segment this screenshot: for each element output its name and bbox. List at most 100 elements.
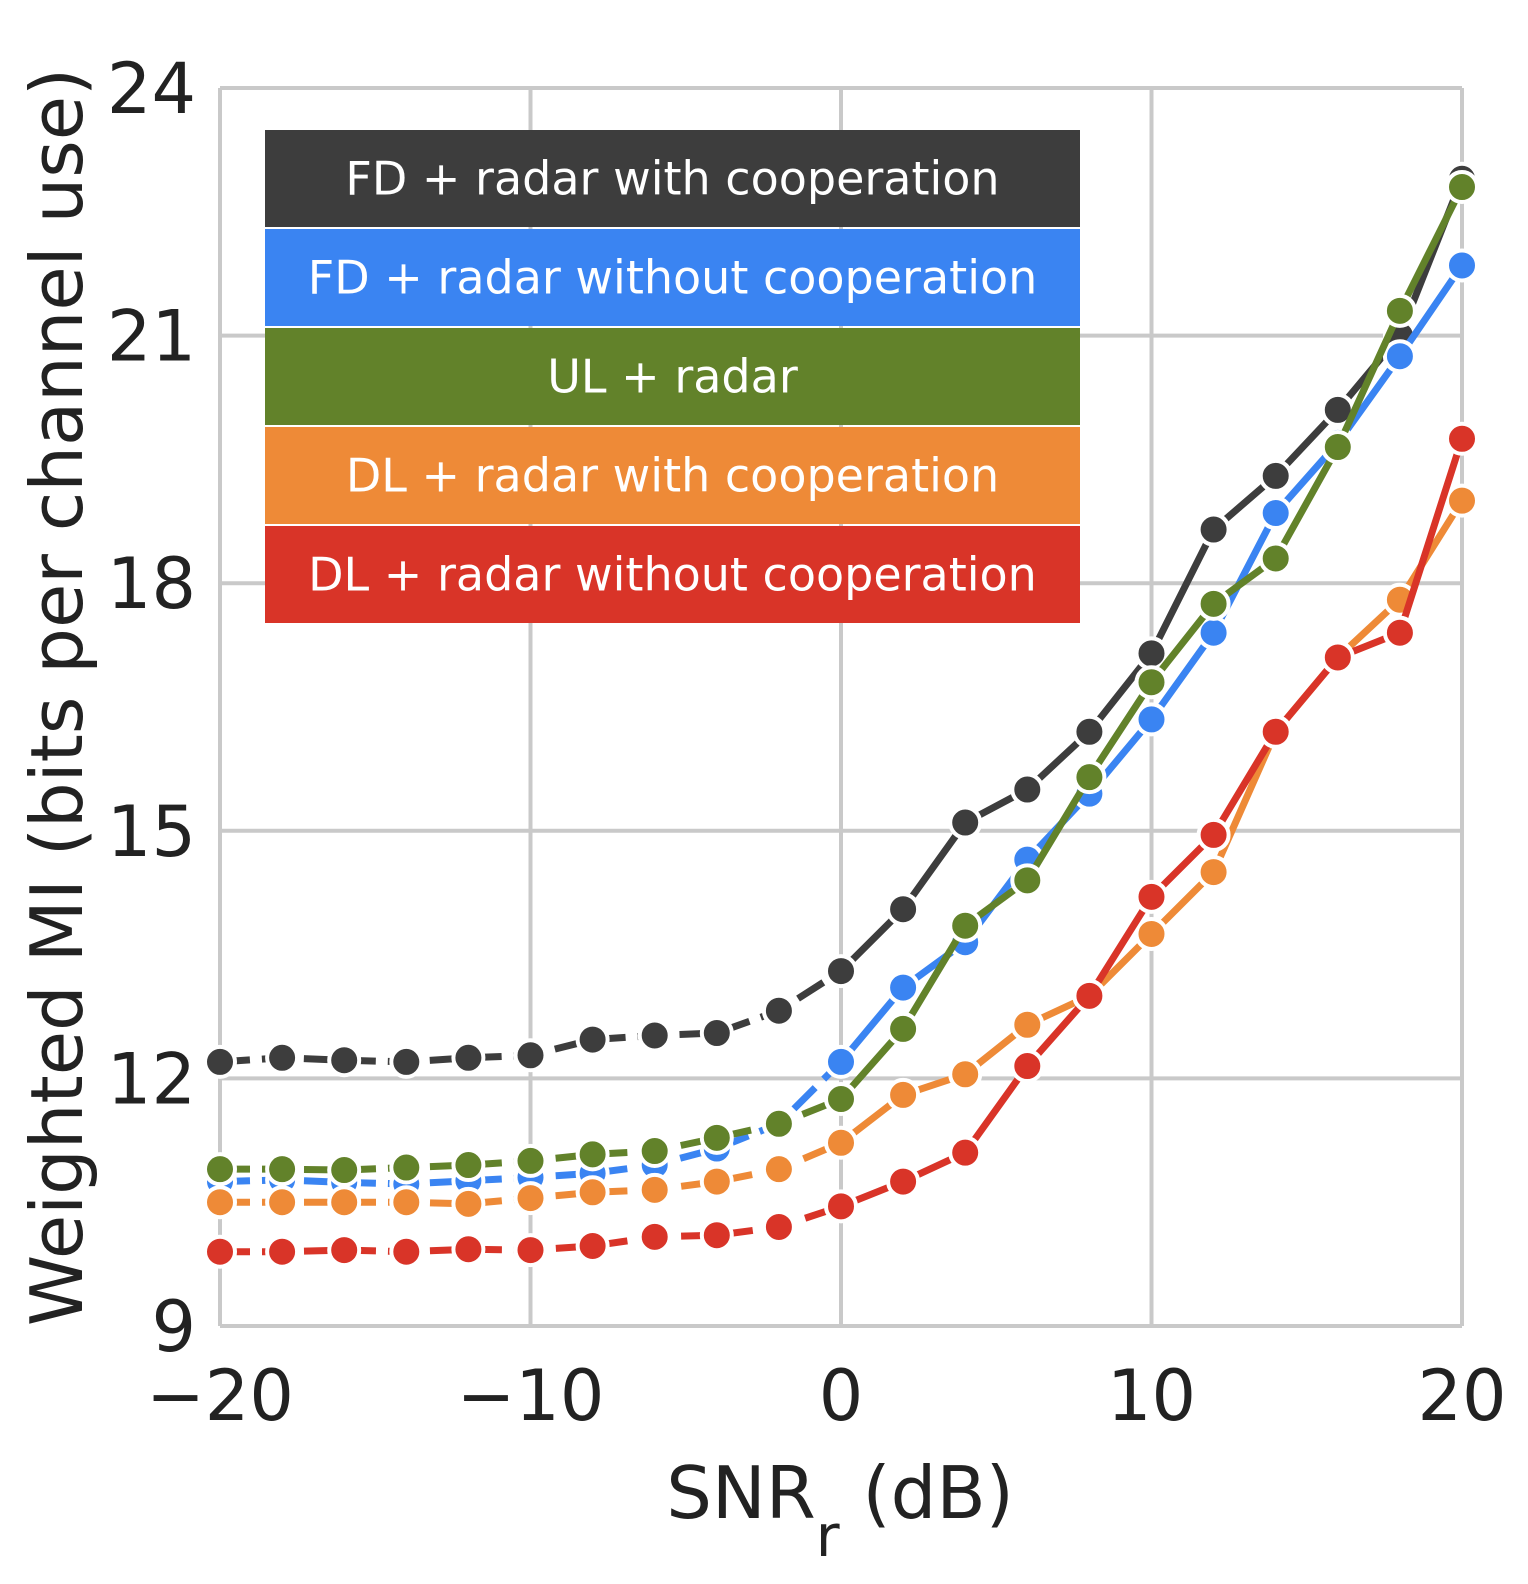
data-point xyxy=(389,1185,424,1220)
y-axis-label: Weighted MI (bits per channel use) xyxy=(15,68,99,1326)
x-axis-label: SNRr (dB) xyxy=(666,1451,1014,1570)
data-point xyxy=(327,1153,362,1188)
data-point xyxy=(1445,170,1479,205)
legend-label: DL + radar with cooperation xyxy=(346,449,999,503)
data-point xyxy=(948,1057,983,1092)
x-tick-label: −20 xyxy=(146,1355,294,1437)
data-point xyxy=(1010,772,1045,807)
legend-swatch xyxy=(265,229,1080,326)
y-tick-label: 15 xyxy=(107,791,196,873)
data-point xyxy=(824,1082,858,1117)
plot-series xyxy=(203,161,1479,1269)
data-point xyxy=(886,970,921,1005)
data-point xyxy=(1382,293,1417,328)
data-point xyxy=(265,1152,300,1187)
data-point xyxy=(637,1172,672,1207)
legend-swatch xyxy=(265,328,1080,425)
data-point xyxy=(1258,714,1293,749)
data-point xyxy=(1072,978,1107,1013)
data-point xyxy=(948,805,983,840)
data-point xyxy=(1134,879,1169,914)
legend-label: FD + radar with cooperation xyxy=(345,152,999,206)
data-point xyxy=(513,1143,548,1178)
data-point xyxy=(1445,483,1479,518)
data-point xyxy=(1010,1049,1045,1084)
data-point xyxy=(1196,586,1231,621)
data-point xyxy=(1445,248,1479,283)
data-point xyxy=(389,1150,424,1185)
data-point xyxy=(451,1186,486,1221)
data-point xyxy=(824,1125,858,1160)
x-tick-label: 10 xyxy=(1107,1355,1196,1437)
data-point xyxy=(1320,640,1355,675)
data-point xyxy=(1072,714,1107,749)
data-point xyxy=(1258,458,1293,493)
data-point xyxy=(389,1234,424,1269)
data-point xyxy=(327,1185,362,1220)
data-point xyxy=(327,1043,362,1078)
data-point xyxy=(265,1185,300,1220)
data-point xyxy=(451,1148,486,1183)
data-point xyxy=(327,1233,362,1268)
legend: FD + radar with cooperation FD + radar wi… xyxy=(265,130,1080,623)
data-point xyxy=(699,1016,734,1051)
legend-label: UL + radar xyxy=(547,350,798,404)
data-point xyxy=(886,1164,921,1199)
data-point xyxy=(948,908,983,943)
data-point xyxy=(699,1218,734,1253)
data-point xyxy=(203,1234,237,1269)
data-point xyxy=(1134,702,1169,737)
data-point xyxy=(575,1022,610,1057)
data-point xyxy=(1445,421,1479,456)
data-point xyxy=(1196,817,1231,852)
data-point xyxy=(824,954,858,989)
data-point xyxy=(1010,1007,1045,1042)
data-point xyxy=(761,993,796,1028)
data-point xyxy=(1258,496,1293,531)
data-point xyxy=(203,1152,237,1187)
x-tick-label: −10 xyxy=(457,1355,605,1437)
data-point xyxy=(575,1137,610,1172)
data-point xyxy=(1010,863,1045,898)
data-point xyxy=(699,1164,734,1199)
data-point xyxy=(203,1185,237,1220)
legend-swatch xyxy=(265,526,1080,623)
data-point xyxy=(513,1233,548,1268)
series-3 xyxy=(203,170,1479,1188)
data-point xyxy=(699,1120,734,1155)
y-tick-label: 12 xyxy=(107,1038,196,1120)
data-point xyxy=(1320,430,1355,465)
legend-swatch xyxy=(265,427,1080,524)
data-point xyxy=(265,1234,300,1269)
data-point xyxy=(1196,855,1231,890)
data-point xyxy=(761,1152,796,1187)
y-tick-label: 9 xyxy=(151,1286,196,1368)
data-point xyxy=(451,1040,486,1075)
y-tick-label: 18 xyxy=(107,543,196,625)
y-tick-label: 24 xyxy=(107,48,196,130)
x-tick-label: 0 xyxy=(819,1355,864,1437)
y-tick-label: 21 xyxy=(107,296,196,378)
legend-swatch xyxy=(265,130,1080,227)
data-point xyxy=(1072,760,1107,795)
legend-label: FD + radar without cooperation xyxy=(308,251,1038,305)
data-point xyxy=(575,1175,610,1210)
data-point xyxy=(761,1209,796,1244)
data-point xyxy=(824,1189,858,1224)
data-point xyxy=(637,1134,672,1169)
data-point xyxy=(761,1106,796,1141)
data-point xyxy=(886,1011,921,1046)
data-point xyxy=(824,1044,858,1079)
data-point xyxy=(513,1038,548,1073)
data-point xyxy=(451,1232,486,1267)
data-point xyxy=(203,1044,237,1079)
data-point xyxy=(886,1077,921,1112)
axes: −20 −10 0 10 20 9 12 15 18 21 24 SNRr (dB) Weighted … xyxy=(15,48,1507,1570)
data-point xyxy=(1382,615,1417,650)
data-point xyxy=(637,1018,672,1053)
data-point xyxy=(1196,512,1231,547)
data-point xyxy=(1258,541,1293,576)
data-point xyxy=(1382,339,1417,374)
